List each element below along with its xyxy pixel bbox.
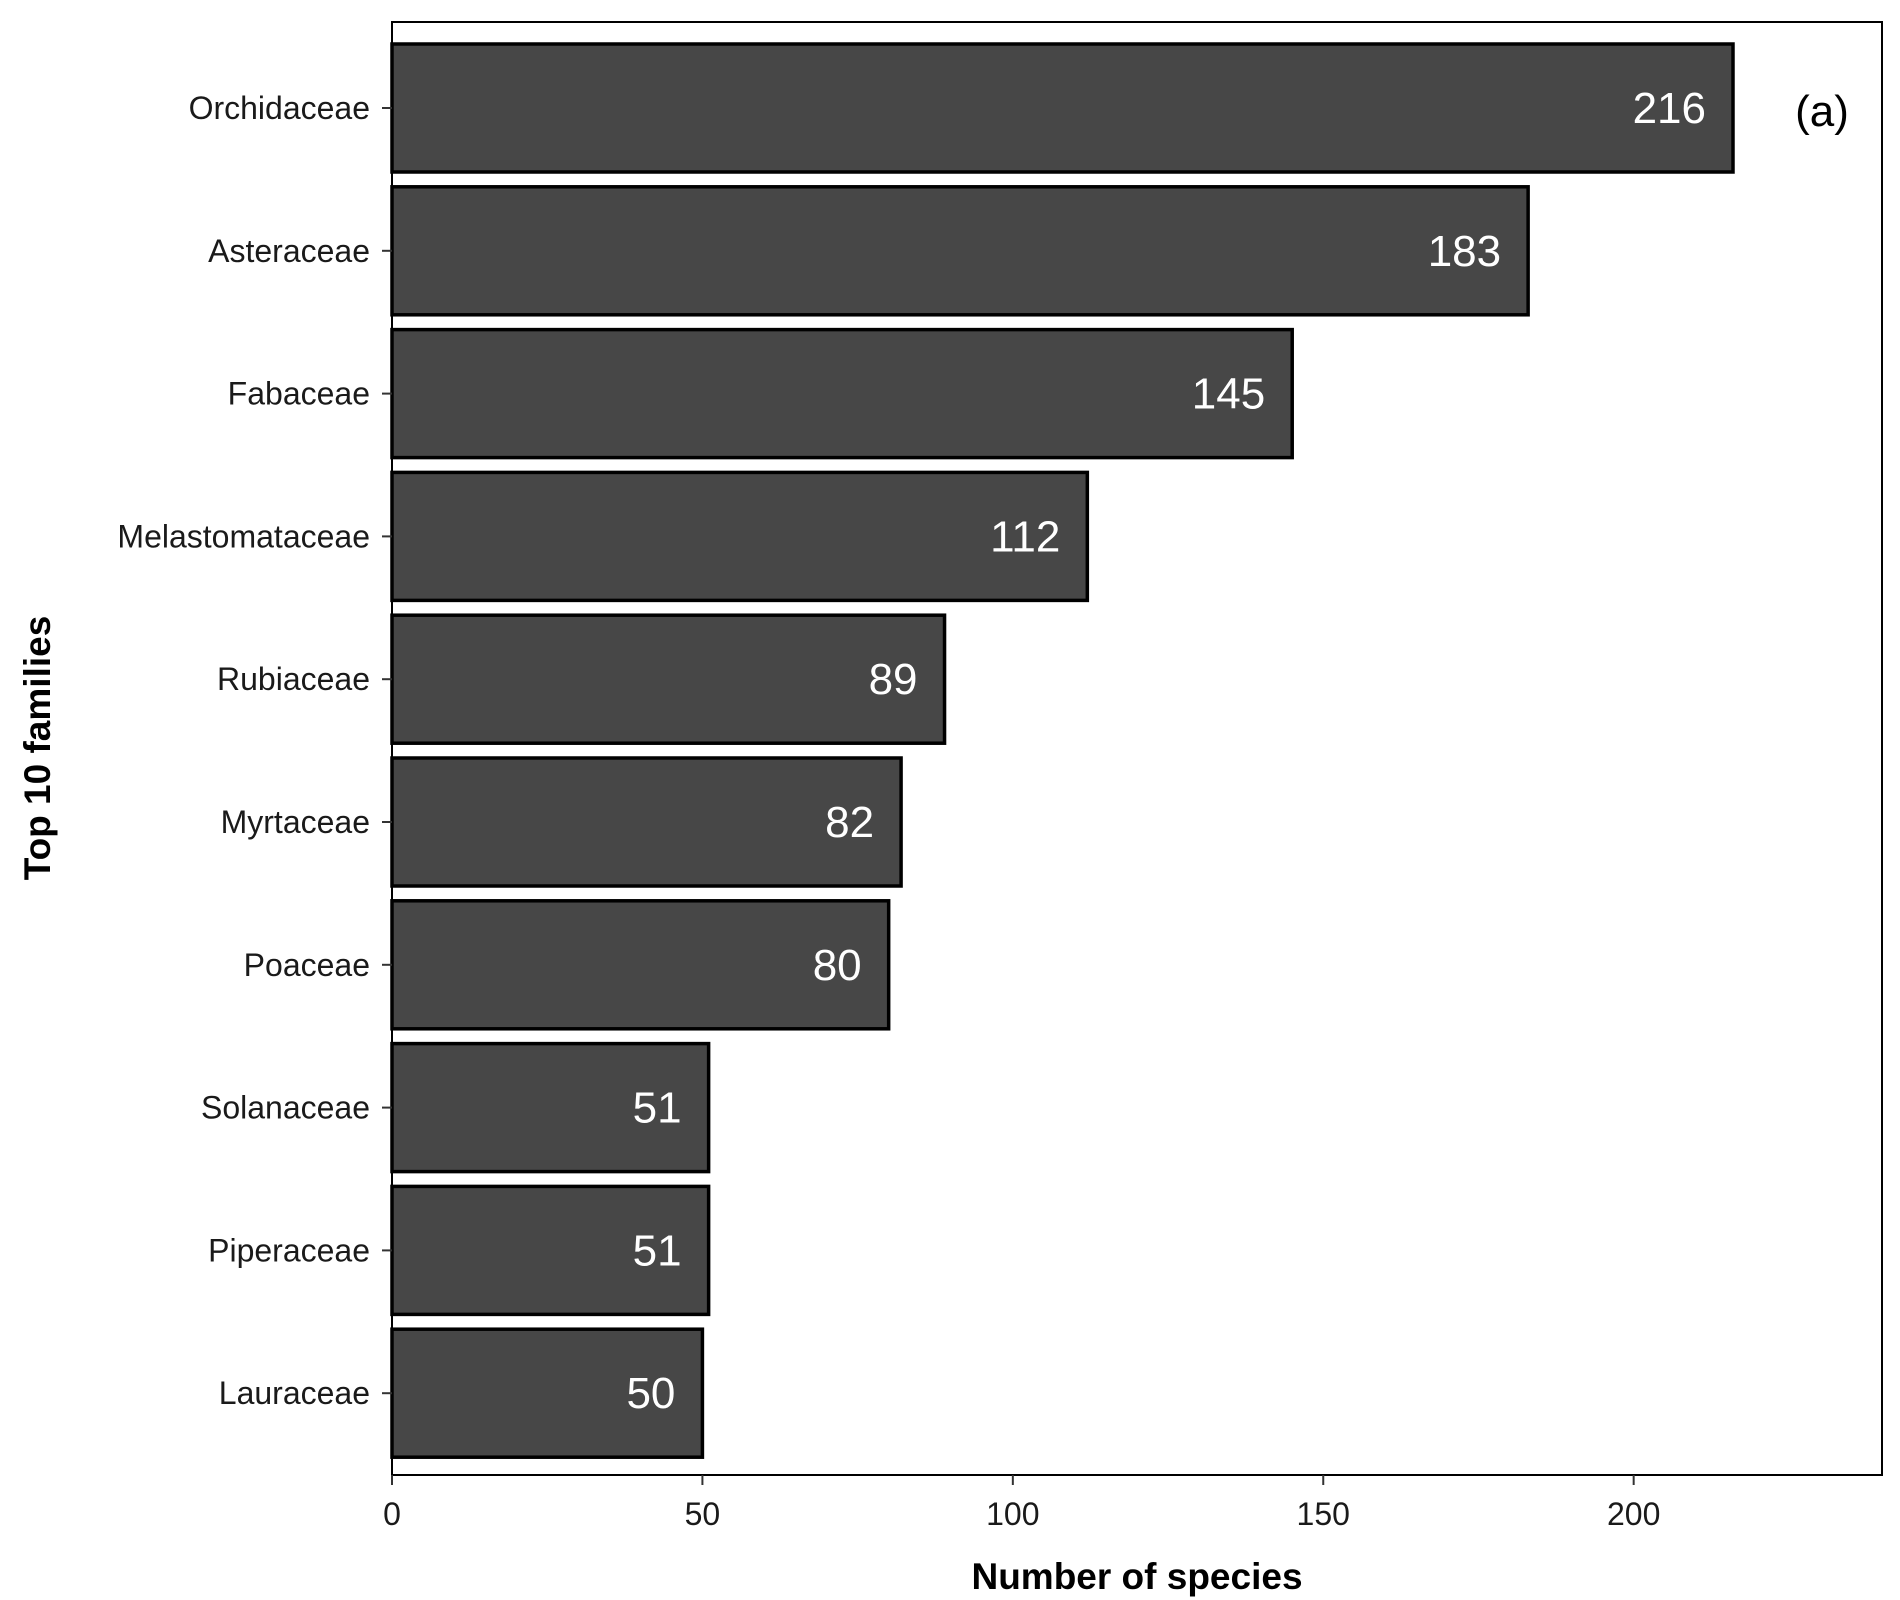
bar-value-label: 51 [633, 1226, 682, 1275]
bar-value-label: 50 [626, 1369, 675, 1418]
bar-lauraceae [390, 1327, 705, 1459]
x-axis: 0 50 100 150 200 [383, 1475, 1660, 1532]
x-axis-title: Number of species [971, 1556, 1302, 1597]
bar-value-label: 112 [990, 512, 1060, 561]
bar-value-label: 183 [1428, 227, 1501, 276]
x-tick-label: 100 [986, 1496, 1039, 1532]
bar-labels-group: 216 183 145 112 89 82 80 51 51 50 [626, 84, 1706, 1418]
y-tick-label: Piperaceae [208, 1232, 370, 1268]
x-tick-label: 50 [685, 1496, 721, 1532]
bar-myrtaceae [390, 756, 903, 888]
bar-value-label: 80 [813, 941, 862, 990]
y-tick-label: Poaceae [244, 947, 370, 983]
bar-value-label: 51 [633, 1084, 682, 1133]
y-tick-label: Rubiaceae [217, 661, 370, 697]
bar-asteraceae [390, 185, 1530, 317]
y-tick-label: Asteraceae [208, 233, 370, 269]
y-axis: Orchidaceae Asteraceae Fabaceae Melastomata… [117, 90, 392, 1411]
y-tick-label: Fabaceae [228, 376, 370, 412]
x-tick-label: 0 [383, 1496, 401, 1532]
bar-orchidaceae [390, 42, 1735, 174]
bar-melastomataceae [390, 470, 1090, 603]
y-tick-label: Orchidaceae [189, 90, 370, 126]
x-tick-label: 150 [1297, 1496, 1350, 1532]
bar-piperaceae [390, 1184, 711, 1317]
bar-rubiaceae [390, 613, 947, 745]
bars-group [390, 42, 1735, 1459]
panel-label: (a) [1795, 87, 1849, 136]
bar-fabaceae [390, 327, 1294, 460]
bar-value-label: 89 [869, 655, 918, 704]
y-tick-label: Solanaceae [201, 1090, 370, 1126]
y-tick-label: Lauraceae [219, 1375, 370, 1411]
bar-value-label: 145 [1192, 370, 1265, 419]
bar-value-label: 82 [825, 798, 874, 847]
y-tick-label: Melastomataceae [117, 518, 370, 554]
y-axis-title: Top 10 families [17, 616, 58, 881]
bar-value-label: 216 [1633, 84, 1706, 133]
x-tick-label: 200 [1607, 1496, 1660, 1532]
y-tick-label: Myrtaceae [221, 804, 370, 840]
